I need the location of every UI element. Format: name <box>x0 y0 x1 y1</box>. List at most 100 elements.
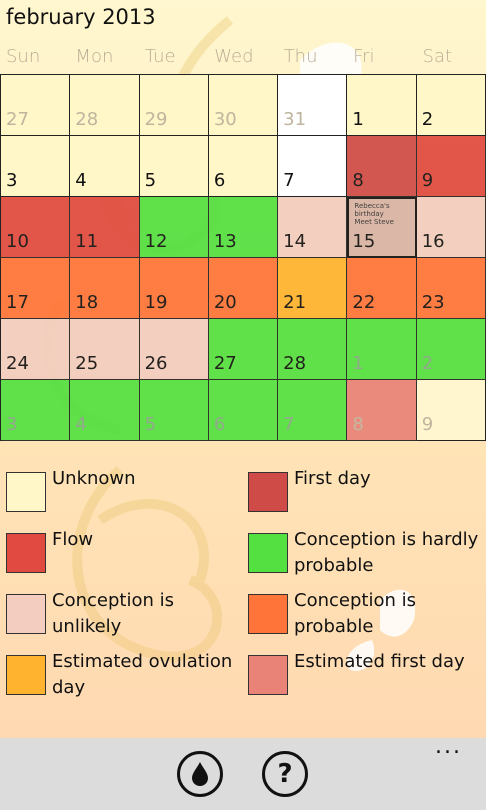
legend-item: First day <box>248 468 484 512</box>
legend-item: Unknown <box>6 468 232 512</box>
calendar-day[interactable]: 6 <box>208 380 279 441</box>
day-number: 12 <box>144 231 168 252</box>
day-number: 1 <box>352 353 364 374</box>
calendar-day[interactable]: 21 <box>278 258 348 319</box>
calendar-day[interactable]: 3 <box>1 136 71 197</box>
legend-swatch <box>6 472 46 512</box>
legend-label: Flow <box>52 529 94 550</box>
calendar-day[interactable]: 13 <box>208 197 279 258</box>
calendar-day[interactable]: 20 <box>208 258 279 319</box>
calendar-day[interactable]: 1 <box>347 319 417 380</box>
calendar-day[interactable]: 9 <box>416 136 486 197</box>
day-number: 10 <box>6 231 29 252</box>
day-number: 24 <box>6 353 29 374</box>
day-number: 11 <box>75 231 99 252</box>
calendar-day[interactable]: 23 <box>416 258 486 319</box>
weekday-label: Mon <box>75 46 114 67</box>
calendar-day[interactable]: 4 <box>70 380 140 441</box>
calendar-day[interactable]: 28 <box>278 319 348 380</box>
calendar-day[interactable]: 10 <box>1 197 71 258</box>
legend-label: Unknown <box>52 468 136 489</box>
day-number: 8 <box>352 170 364 191</box>
app-bar: ? ... <box>0 734 486 810</box>
legend-item: Estimated first day <box>248 651 486 695</box>
day-number: 4 <box>75 170 87 191</box>
calendar-day[interactable]: 8 <box>347 380 417 441</box>
calendar-day[interactable]: 5 <box>139 380 209 441</box>
calendar-day[interactable]: 7 <box>278 136 348 197</box>
legend-item: Conception is hardly probable <box>248 529 486 579</box>
calendar-day[interactable]: 12 <box>139 197 209 258</box>
day-number: 20 <box>213 292 237 313</box>
calendar-day[interactable]: 8 <box>347 136 417 197</box>
day-number: 18 <box>75 292 99 313</box>
legend-label: First day <box>294 468 371 489</box>
help-button[interactable]: ? <box>262 751 308 797</box>
calendar-day[interactable]: 24 <box>1 319 71 380</box>
legend-label: Conception is probable <box>294 590 416 637</box>
calendar-day[interactable]: 29 <box>139 75 209 136</box>
calendar-day-today[interactable]: Rebecca's birthday Meet Steve 15 <box>347 197 417 258</box>
weekday-label: Thu <box>283 46 318 67</box>
legend-swatch <box>6 655 46 695</box>
weekday-label: Wed <box>214 46 254 67</box>
legend-swatch <box>248 594 288 634</box>
calendar-day[interactable]: 3 <box>1 380 71 441</box>
day-number: 30 <box>213 109 237 130</box>
calendar-day[interactable]: 4 <box>70 136 140 197</box>
weekday-label: Sun <box>6 46 41 67</box>
day-number: 17 <box>6 292 29 313</box>
calendar-day[interactable]: 9 <box>416 380 486 441</box>
calendar-day[interactable]: 31 <box>278 75 348 136</box>
day-number: 6 <box>213 414 226 435</box>
calendar-day[interactable]: 1 <box>347 75 417 136</box>
calendar-day[interactable]: 11 <box>70 197 140 258</box>
day-number: 7 <box>283 170 295 191</box>
day-number: 8 <box>352 414 364 435</box>
day-number: 2 <box>421 109 434 130</box>
day-number: 7 <box>283 414 295 435</box>
legend-label: Estimated first day <box>294 651 465 672</box>
calendar-day[interactable]: 22 <box>347 258 417 319</box>
calendar-day[interactable]: 2 <box>416 319 486 380</box>
calendar-day[interactable]: 19 <box>139 258 209 319</box>
day-number: 29 <box>144 109 168 130</box>
legend-label: Conception is hardly probable <box>294 529 479 576</box>
calendar-day[interactable]: 14 <box>278 197 348 258</box>
calendar-day[interactable]: 17 <box>1 258 71 319</box>
day-number: 5 <box>144 414 157 435</box>
day-number: 4 <box>75 414 87 435</box>
calendar-day[interactable]: 30 <box>208 75 279 136</box>
calendar-day[interactable]: 16 <box>416 197 486 258</box>
day-number: 31 <box>283 109 307 130</box>
calendar-day[interactable]: 6 <box>208 136 279 197</box>
calendar-day[interactable]: 25 <box>70 319 140 380</box>
legend-item: Flow <box>6 529 232 573</box>
calendar-day[interactable]: 28 <box>70 75 140 136</box>
day-number: 27 <box>213 353 237 374</box>
more-menu-button[interactable]: ... <box>435 734 462 759</box>
day-note: Rebecca's birthday Meet Steve <box>354 202 394 226</box>
calendar-day[interactable]: 18 <box>70 258 140 319</box>
calendar-day[interactable]: 5 <box>139 136 209 197</box>
day-number: 19 <box>144 292 168 313</box>
day-number: 13 <box>213 231 237 252</box>
day-number: 28 <box>283 353 307 374</box>
calendar-day[interactable]: 7 <box>278 380 348 441</box>
day-number: 6 <box>213 170 226 191</box>
drop-icon <box>192 762 208 786</box>
day-number: 14 <box>283 231 307 252</box>
legend-swatch <box>6 594 46 634</box>
calendar-day[interactable]: 2 <box>416 75 486 136</box>
calendar-day[interactable]: 27 <box>208 319 279 380</box>
day-number: 27 <box>6 109 29 130</box>
legend-swatch <box>248 533 288 573</box>
calendar-day[interactable]: 26 <box>139 319 209 380</box>
drop-button[interactable] <box>177 751 223 797</box>
day-number: 2 <box>421 353 434 374</box>
calendar-grid: 27 28 29 30 31 1 2 3 4 5 6 7 8 9 10 11 12 13 14 Rebecca's b… <box>0 74 486 441</box>
day-number: 5 <box>144 170 157 191</box>
calendar-day[interactable]: 27 <box>1 75 71 136</box>
month-title: february 2013 <box>6 5 156 29</box>
day-number: 22 <box>352 292 376 313</box>
